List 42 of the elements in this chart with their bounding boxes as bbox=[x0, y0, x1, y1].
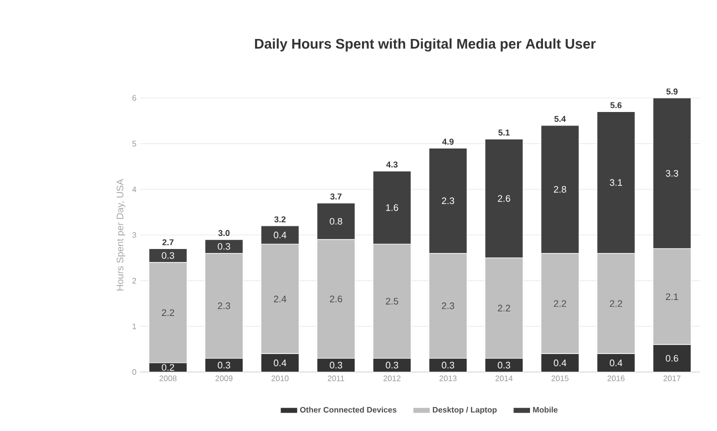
data-label: 0.3 bbox=[218, 243, 230, 250]
data-label: 2.2 bbox=[162, 309, 174, 316]
data-label: 0.3 bbox=[218, 362, 230, 369]
total-label: 4.3 bbox=[386, 162, 398, 168]
data-label: 0.4 bbox=[274, 232, 286, 238]
total-label: 5.9 bbox=[666, 88, 678, 94]
data-label: 2.6 bbox=[330, 296, 342, 302]
data-label: 3.3 bbox=[666, 170, 678, 177]
data-label: 2.5 bbox=[386, 298, 398, 305]
data-label: 0.2 bbox=[162, 364, 174, 371]
total-label: 5.6 bbox=[610, 102, 622, 108]
data-label: 2.2 bbox=[610, 300, 622, 307]
data-label: 2.3 bbox=[442, 197, 454, 204]
data-label: 0.8 bbox=[330, 218, 342, 225]
data-label: 2.3 bbox=[442, 302, 454, 310]
data-label: 0.3 bbox=[442, 362, 454, 369]
data-label: 2.4 bbox=[274, 296, 286, 302]
data-label: 2.3 bbox=[218, 302, 230, 310]
data-label: 2.2 bbox=[498, 304, 510, 312]
y-axis-title: Hours Spent per Day, USA bbox=[116, 178, 126, 290]
total-label: 3.7 bbox=[330, 194, 342, 200]
data-label: 0.3 bbox=[162, 252, 174, 259]
data-label: 0.4 bbox=[610, 360, 622, 366]
data-label: 0.3 bbox=[498, 362, 510, 369]
chart-title: Daily Hours Spent with Digital Media per Adult User bbox=[255, 38, 596, 52]
data-label: 0.3 bbox=[330, 362, 342, 369]
data-label: 0.6 bbox=[666, 354, 678, 362]
data-label: 0.4 bbox=[554, 360, 566, 366]
total-label: 3.0 bbox=[218, 230, 230, 236]
total-label: 4.9 bbox=[442, 138, 454, 145]
data-label: 0.3 bbox=[386, 362, 398, 369]
data-label: 1.6 bbox=[386, 204, 398, 211]
total-label: 3.2 bbox=[274, 216, 286, 222]
data-label: 2.6 bbox=[498, 195, 510, 202]
data-label: 3.1 bbox=[610, 179, 622, 186]
total-label: 5.4 bbox=[554, 116, 566, 122]
total-label: 2.7 bbox=[162, 239, 174, 246]
data-label: 2.1 bbox=[666, 293, 678, 300]
data-label: 0.4 bbox=[274, 360, 286, 366]
data-label: 2.8 bbox=[554, 186, 566, 193]
data-label: 2.2 bbox=[554, 300, 566, 307]
total-label: 5.1 bbox=[498, 130, 510, 136]
